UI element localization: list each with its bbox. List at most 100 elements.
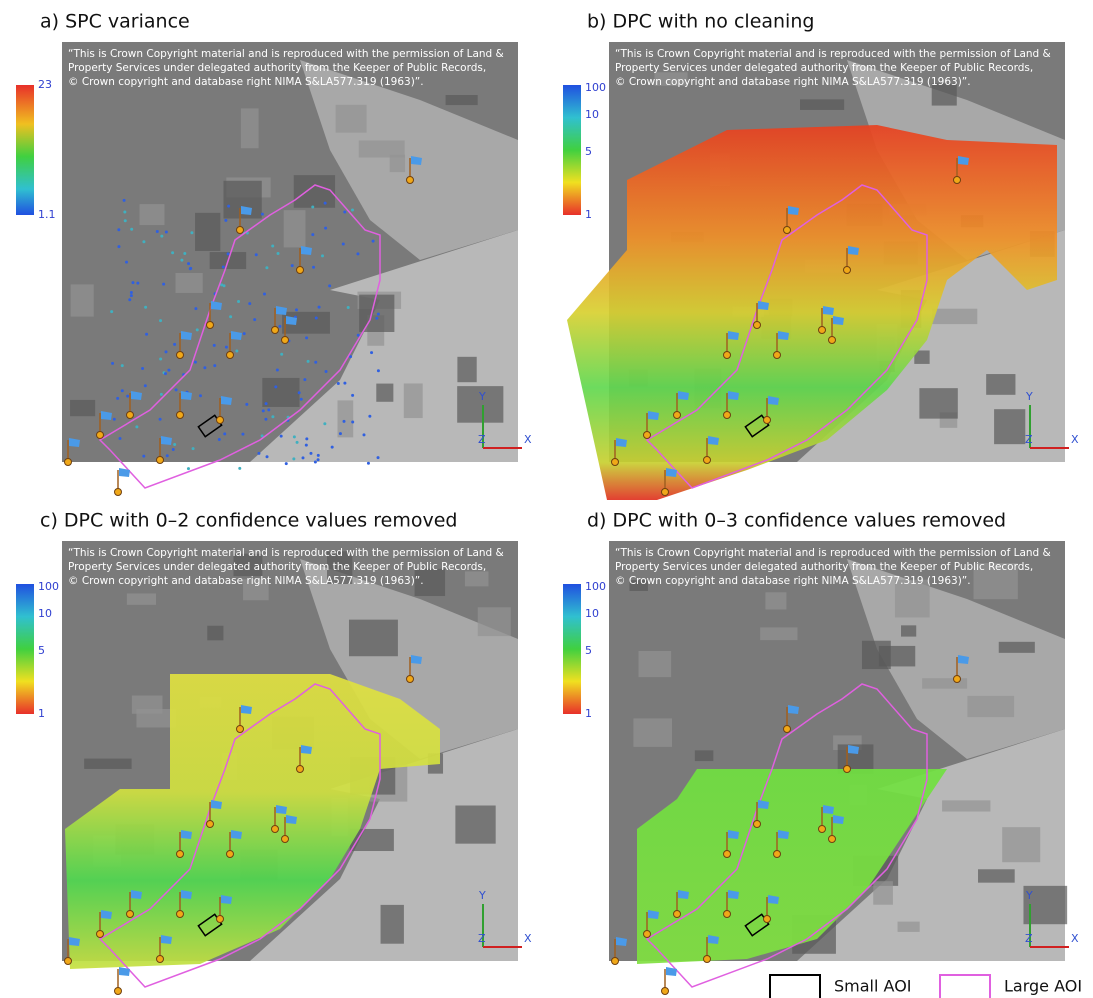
colorbar-label: 100: [585, 580, 606, 593]
flag-base: [724, 911, 731, 918]
point-cloud-dot: [187, 262, 190, 265]
colorbar: [16, 584, 34, 714]
point-cloud-dot: [377, 313, 380, 316]
point-cloud-dot: [227, 252, 230, 255]
field: [942, 800, 990, 811]
point-cloud-dot: [144, 306, 147, 309]
colorbar: [563, 584, 581, 714]
point-cloud-dot: [262, 409, 265, 412]
field: [71, 284, 94, 316]
point-cloud-dot: [267, 408, 270, 411]
point-cloud-dot: [317, 454, 320, 457]
point-cloud-dot: [187, 467, 190, 470]
axis-y-label: Y: [1025, 390, 1033, 403]
flag-base: [954, 676, 961, 683]
flag-base: [662, 489, 669, 496]
point-cloud-dot: [300, 398, 303, 401]
point-cloud-dot: [337, 382, 340, 385]
colorbar-label: 1.1: [38, 208, 56, 221]
panel: b) DPC with no cleaning “This is Crown Co…: [563, 11, 1079, 501]
flag-base: [237, 227, 244, 234]
point-cloud-dot: [311, 233, 314, 236]
point-cloud-dot: [144, 384, 147, 387]
field: [376, 384, 393, 402]
flag-base: [65, 958, 72, 965]
flag-base: [954, 177, 961, 184]
field: [639, 651, 672, 677]
field: [284, 210, 306, 247]
flag-base: [754, 322, 761, 329]
flag-base: [227, 851, 234, 858]
panel: c) DPC with 0–2 confidence values remove…: [16, 510, 532, 995]
colorbar-label: 10: [38, 607, 52, 620]
point-cloud-dot: [225, 346, 228, 349]
point-cloud-dot: [223, 284, 226, 287]
point-cloud-dot: [372, 240, 375, 243]
point-cloud-dot: [227, 205, 230, 208]
axis-x-label: X: [1071, 433, 1079, 446]
point-cloud-dot: [318, 306, 321, 309]
point-cloud-dot: [141, 367, 144, 370]
flag-base: [282, 337, 289, 344]
point-cloud-dot: [343, 420, 346, 423]
point-cloud-dot: [175, 388, 178, 391]
field: [359, 295, 394, 332]
copyright-line: “This is Crown Copyright material and is…: [615, 48, 1051, 60]
flag-base: [612, 459, 619, 466]
flag-base: [127, 911, 134, 918]
field: [175, 273, 202, 293]
axis-z-label: Z: [478, 932, 486, 945]
flag-base: [662, 988, 669, 995]
field: [994, 409, 1025, 444]
flag-base: [177, 412, 184, 419]
flag-base: [774, 851, 781, 858]
copyright-line: © Crown copyright and database right NIM…: [68, 575, 424, 587]
point-cloud-dot: [347, 306, 350, 309]
panel: d) DPC with 0–3 confidence values remove…: [563, 510, 1079, 995]
point-cloud-dot: [370, 351, 373, 354]
flag-base: [115, 988, 122, 995]
point-cloud-dot: [160, 393, 163, 396]
flag-base: [207, 821, 214, 828]
axis-z-label: Z: [1025, 932, 1033, 945]
field: [262, 378, 299, 407]
panel-title: b) DPC with no cleaning: [587, 11, 814, 33]
panel-title: a) SPC variance: [40, 11, 190, 33]
flag-base: [644, 432, 651, 439]
colorbar-label: 5: [585, 145, 592, 158]
flag-base: [674, 412, 681, 419]
field: [455, 805, 495, 843]
point-cloud-dot: [257, 452, 260, 455]
flag-base: [157, 457, 164, 464]
point-cloud-dot: [135, 425, 138, 428]
point-cloud-dot: [167, 369, 170, 372]
point-cloud-dot: [229, 315, 232, 318]
point-cloud-dot: [117, 228, 120, 231]
point-cloud-dot: [315, 316, 318, 319]
flag-base: [282, 836, 289, 843]
field: [901, 625, 916, 636]
point-cloud-dot: [124, 219, 127, 222]
copyright-line: Property Services under delegated author…: [68, 561, 486, 573]
flag-base: [644, 931, 651, 938]
point-cloud-dot: [375, 317, 378, 320]
point-cloud-dot: [131, 281, 134, 284]
flag-base: [819, 826, 826, 833]
field: [932, 309, 977, 324]
point-cloud-dot: [238, 467, 241, 470]
point-cloud-dot: [166, 454, 169, 457]
point-cloud-dot: [159, 358, 162, 361]
point-cloud-dot: [321, 254, 324, 257]
flag-base: [127, 412, 134, 419]
point-cloud-dot: [117, 245, 120, 248]
point-cloud-dot: [343, 210, 346, 213]
point-cloud-dot: [113, 418, 116, 421]
field: [1002, 827, 1040, 862]
copyright-line: Property Services under delegated author…: [615, 561, 1033, 573]
point-cloud-dot: [351, 394, 354, 397]
point-cloud-dot: [223, 432, 226, 435]
field: [898, 922, 920, 932]
point-cloud-dot: [125, 261, 128, 264]
point-cloud-dot: [218, 438, 221, 441]
point-cloud-dot: [343, 382, 346, 385]
